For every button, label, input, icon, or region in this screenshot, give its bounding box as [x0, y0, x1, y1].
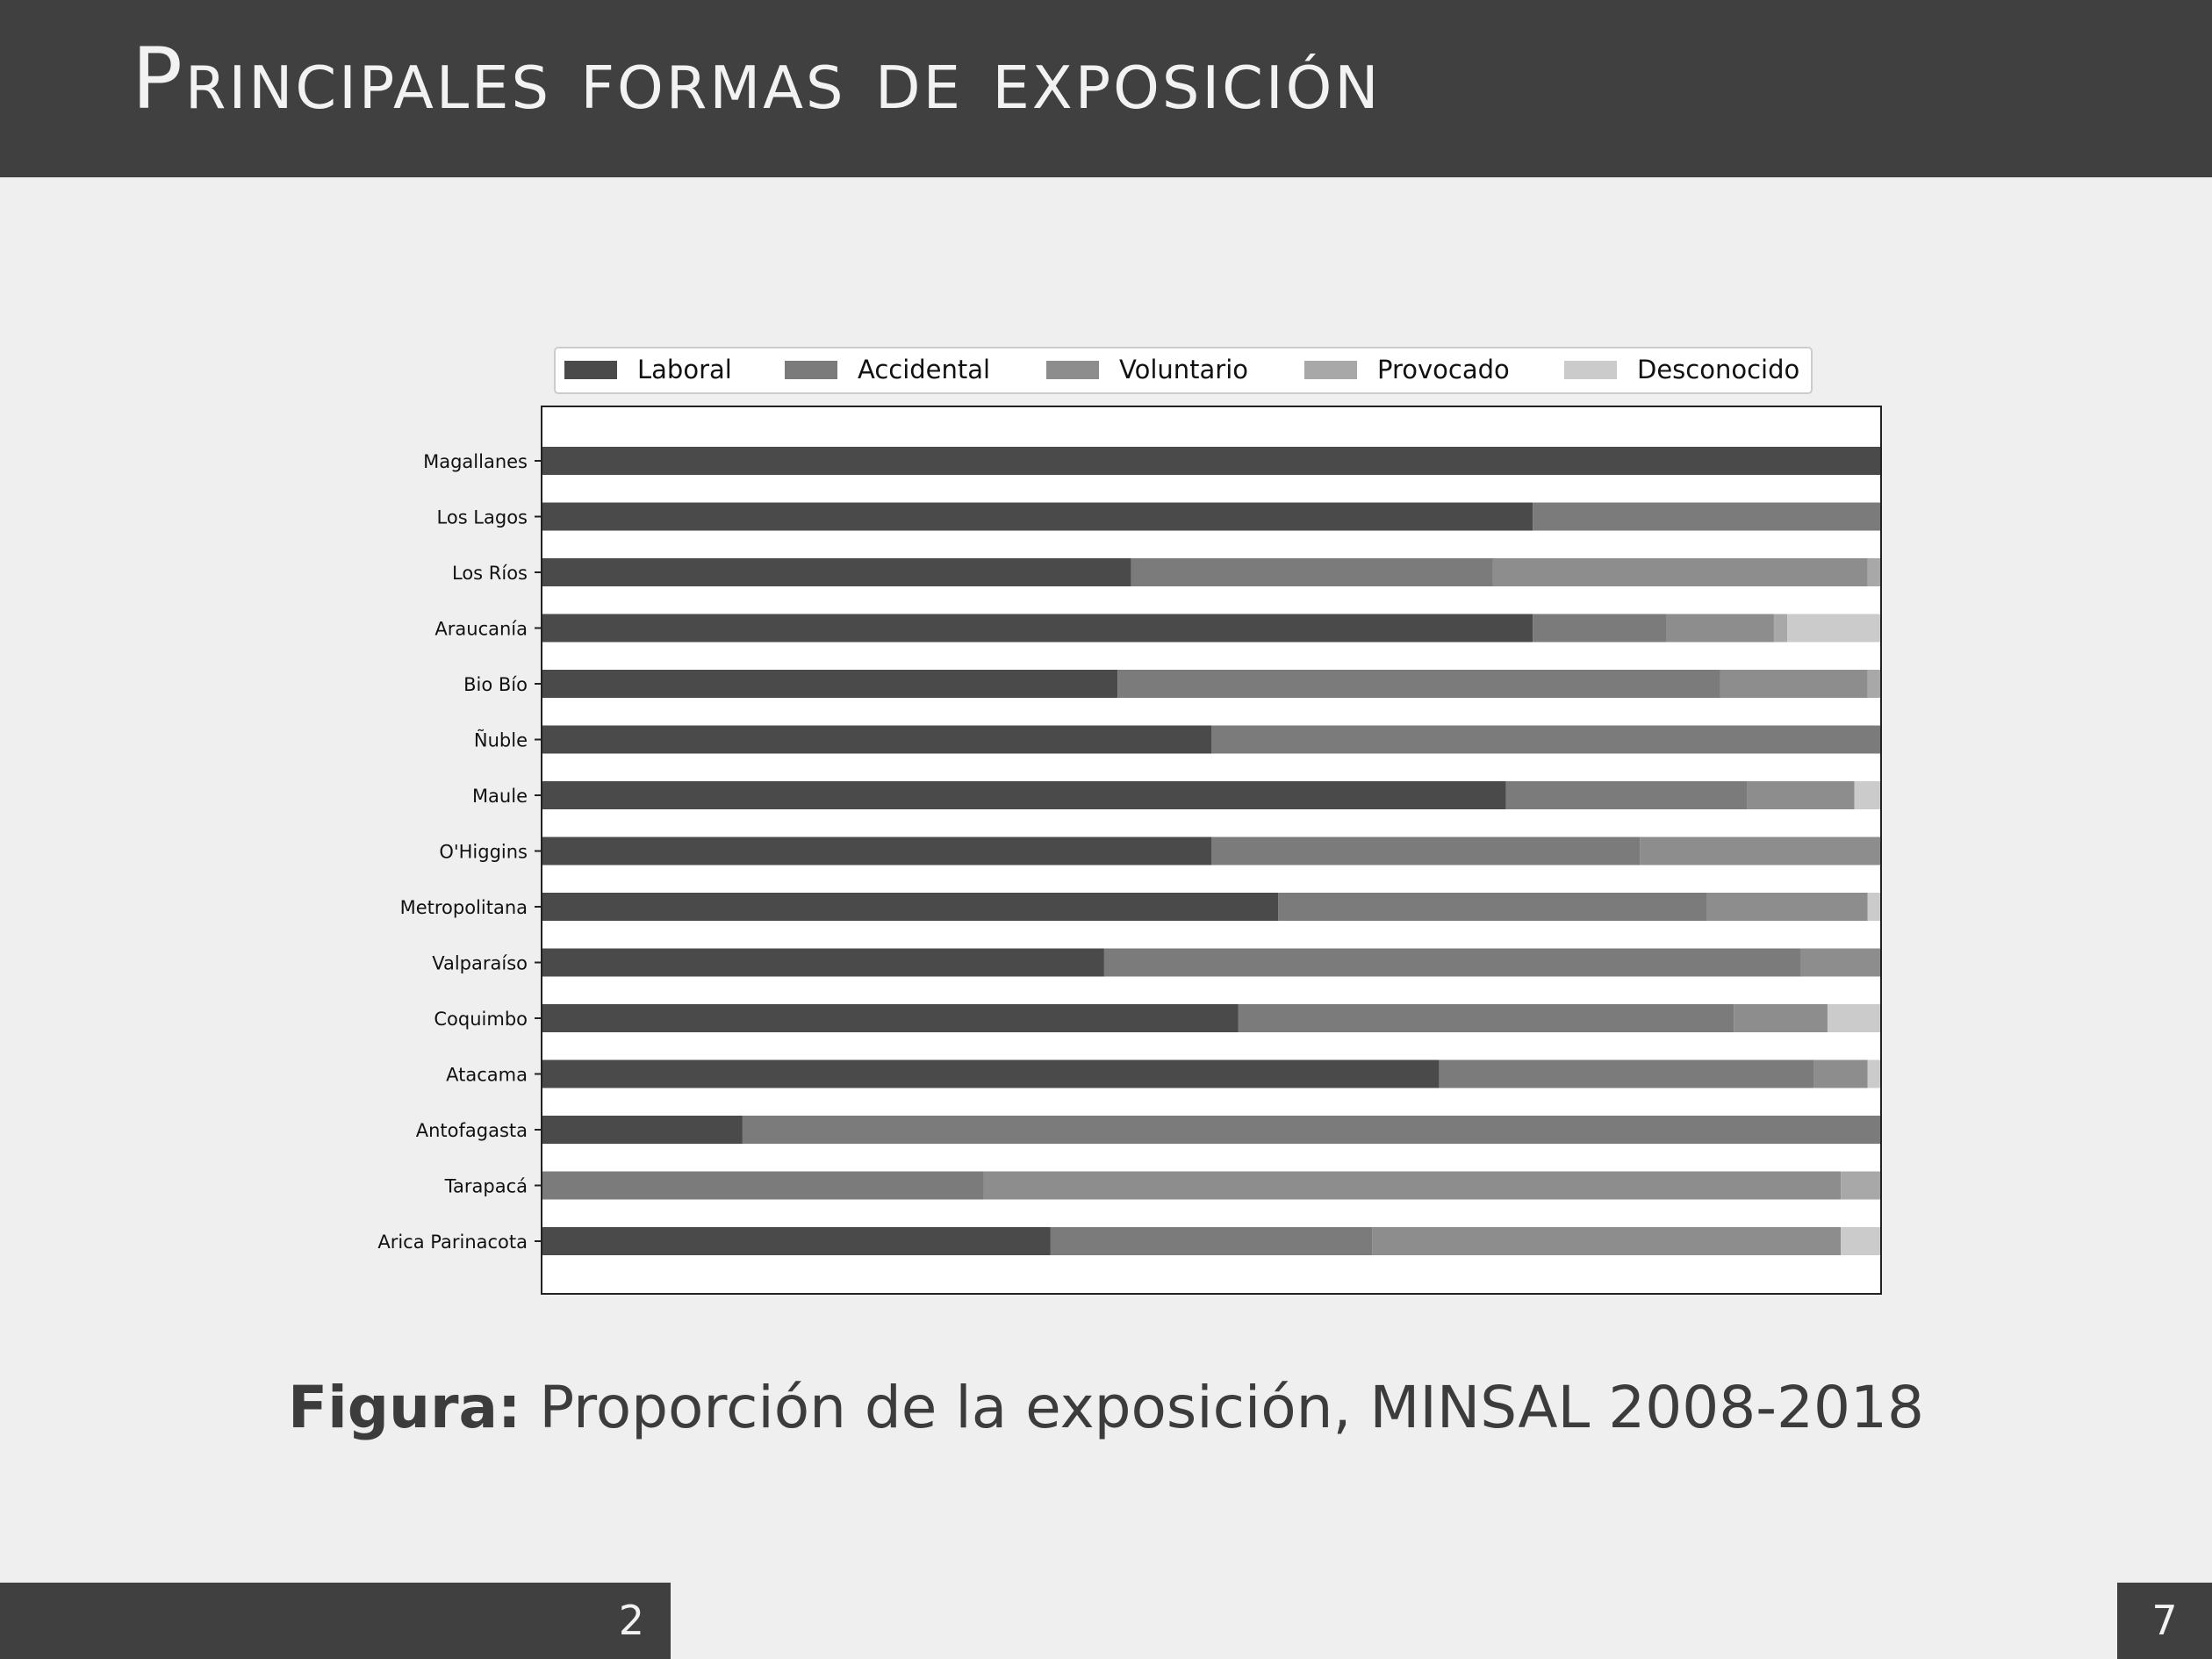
- bar-segment-voluntario-3: [1666, 614, 1774, 643]
- page-number: 7: [2151, 1597, 2178, 1644]
- y-tick-label: Los Lagos: [437, 507, 528, 528]
- bar-segment-desconocido-6: [1854, 781, 1881, 809]
- bar-segment-accidental-1: [1533, 502, 1881, 531]
- bar-segment-provocado-3: [1773, 614, 1788, 643]
- footer-right-bar: 7: [2117, 1583, 2212, 1659]
- bar-segment-voluntario-14: [1372, 1227, 1842, 1255]
- caption-label: Figura:: [288, 1374, 521, 1441]
- bar-segment-laboral-4: [542, 670, 1118, 698]
- bar-segment-desconocido-8: [1867, 893, 1881, 921]
- bar-segment-laboral-14: [542, 1227, 1051, 1255]
- section-number: 2: [618, 1597, 644, 1644]
- y-tick-label: Bio Bío: [463, 674, 528, 695]
- y-tick-label: Arica Parinacota: [377, 1232, 528, 1253]
- y-tick-label: Ñuble: [474, 729, 528, 751]
- legend-label-accidental: Accidental: [858, 355, 990, 384]
- bar-segment-desconocido-11: [1867, 1059, 1881, 1088]
- bar-segment-laboral-6: [542, 781, 1506, 809]
- bar-segment-laboral-1: [542, 502, 1533, 531]
- y-tick-label: Tarapacá: [444, 1176, 528, 1197]
- bar-segment-laboral-10: [542, 1004, 1239, 1032]
- bar-segment-accidental-10: [1238, 1004, 1734, 1032]
- legend-label-voluntario: Voluntario: [1119, 355, 1248, 384]
- legend-swatch-provocado: [1304, 361, 1357, 379]
- bar-segment-accidental-2: [1131, 558, 1493, 586]
- legend-label-desconocido: Desconocido: [1637, 355, 1799, 384]
- legend-label-laboral: Laboral: [637, 355, 732, 384]
- bar-segment-laboral-5: [542, 725, 1211, 754]
- bar-segment-laboral-3: [542, 614, 1533, 643]
- bar-segment-accidental-5: [1211, 725, 1881, 754]
- bar-segment-voluntario-13: [983, 1171, 1842, 1200]
- caption-text: Proporción de la exposición, MINSAL 2008…: [521, 1374, 1924, 1441]
- bar-segment-laboral-12: [542, 1116, 743, 1144]
- bar-segment-laboral-9: [542, 948, 1104, 977]
- y-tick-label: Araucanía: [434, 619, 528, 640]
- bar-segment-voluntario-8: [1706, 893, 1868, 921]
- figure-caption: Figura: Proporción de la exposición, MIN…: [0, 1374, 2212, 1441]
- bar-segment-laboral-8: [542, 893, 1279, 921]
- bar-segment-voluntario-9: [1800, 948, 1881, 977]
- bar-segment-voluntario-2: [1492, 558, 1868, 586]
- bar-segment-accidental-8: [1278, 893, 1707, 921]
- bar-segment-voluntario-6: [1747, 781, 1855, 809]
- y-tick-label: Metropolitana: [400, 897, 528, 918]
- legend-box: [554, 347, 1813, 394]
- legend-label-provocado: Provocado: [1377, 355, 1510, 384]
- bar-segment-accidental-13: [542, 1171, 984, 1200]
- bar-segment-accidental-3: [1533, 614, 1667, 643]
- y-tick-label: Atacama: [446, 1065, 528, 1086]
- bar-segment-voluntario-11: [1813, 1059, 1868, 1088]
- y-tick-label: O'Higgins: [439, 842, 528, 863]
- bar-segment-provocado-2: [1867, 558, 1881, 586]
- legend-swatch-accidental: [785, 361, 837, 379]
- slide-title: Principales formas de exposición: [132, 30, 1382, 128]
- footer-left-bar: 2: [0, 1583, 671, 1659]
- bar-segment-voluntario-4: [1720, 670, 1868, 698]
- y-tick-label: Valparaíso: [432, 953, 528, 974]
- bar-segment-provocado-4: [1867, 670, 1881, 698]
- bar-segment-accidental-9: [1103, 948, 1801, 977]
- bar-segment-accidental-4: [1117, 670, 1720, 698]
- bar-segment-laboral-11: [542, 1059, 1440, 1088]
- bar-segment-desconocido-14: [1841, 1227, 1881, 1255]
- bar-segment-accidental-7: [1211, 837, 1641, 865]
- y-tick-label: Antofagasta: [416, 1120, 528, 1141]
- bar-segment-accidental-6: [1505, 781, 1748, 809]
- bar-segment-accidental-14: [1050, 1227, 1373, 1255]
- plot-border: [541, 406, 1882, 1295]
- bar-segment-laboral-2: [542, 558, 1131, 586]
- bar-segment-desconocido-3: [1787, 614, 1881, 643]
- legend-swatch-desconocido: [1564, 361, 1617, 379]
- slide-header: Principales formas de exposición: [0, 0, 2212, 177]
- bar-segment-provocado-13: [1841, 1171, 1881, 1200]
- legend-swatch-laboral: [564, 361, 617, 379]
- y-tick-label: Maule: [472, 786, 528, 807]
- bar-segment-laboral-7: [542, 837, 1211, 865]
- bar-segment-laboral-0: [542, 447, 1881, 475]
- legend-swatch-voluntario: [1046, 361, 1099, 379]
- bar-segment-accidental-11: [1439, 1059, 1814, 1088]
- bar-segment-voluntario-10: [1734, 1004, 1828, 1032]
- bar-segment-desconocido-10: [1827, 1004, 1881, 1032]
- chart-legend: Laboral Accidental Voluntario Provocado Desc…: [554, 347, 1813, 394]
- y-axis-tick-labels: Magallanes Los Lagos Los Ríos Araucanía Bio …: [377, 451, 542, 1253]
- y-tick-label: Magallanes: [423, 451, 528, 472]
- y-tick-label: Los Ríos: [452, 563, 528, 584]
- bars-group: [542, 447, 1881, 1255]
- bar-segment-accidental-12: [742, 1116, 1881, 1144]
- y-tick-label: Coquimbo: [434, 1009, 528, 1030]
- bar-segment-voluntario-7: [1640, 837, 1881, 865]
